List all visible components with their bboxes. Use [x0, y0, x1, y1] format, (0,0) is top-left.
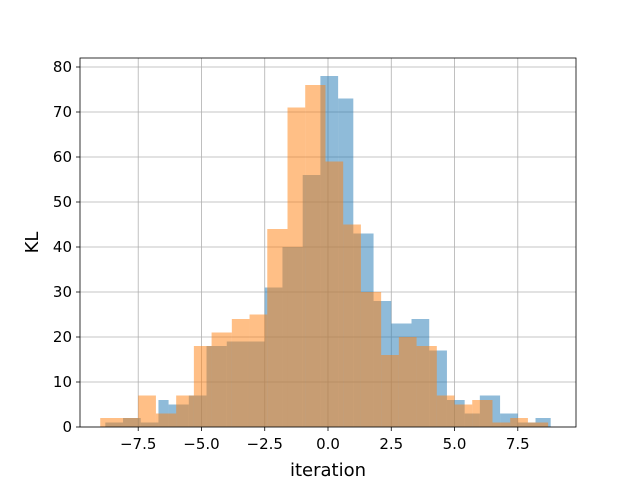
- histogram-bar: [138, 395, 156, 427]
- histogram-bar: [155, 413, 177, 427]
- x-tick-label: 5.0: [443, 435, 467, 453]
- y-tick-label: 10: [53, 373, 72, 391]
- x-tick-label: −5.0: [183, 435, 219, 453]
- x-axis-title: iteration: [290, 460, 366, 480]
- y-tick-label: 50: [53, 193, 72, 211]
- y-tick-label: 70: [53, 103, 72, 121]
- y-tick-label: 80: [53, 58, 72, 76]
- histogram-bar: [398, 337, 417, 427]
- tick-marks: [76, 66, 519, 431]
- histogram-bar: [343, 224, 361, 427]
- histogram-bar: [267, 229, 288, 427]
- y-tick-label: 20: [53, 328, 72, 346]
- histogram-bar: [510, 418, 528, 427]
- histogram-bar: [472, 400, 493, 427]
- histogram-bar: [211, 332, 232, 427]
- x-tick-labels: −7.5 −5.0 −2.5 0.0 2.5 5.0 7.5: [120, 435, 530, 453]
- histogram-bar: [305, 85, 326, 427]
- y-tick-labels: 0 10 20 30 40 50 60 70 80: [53, 58, 72, 436]
- x-tick-label: −2.5: [247, 435, 283, 453]
- histogram-bar: [231, 319, 250, 427]
- histogram-bar: [325, 161, 344, 427]
- histogram-bar: [492, 422, 511, 427]
- histogram-bar: [120, 418, 139, 427]
- histogram-bar: [527, 422, 549, 427]
- histogram-bar: [193, 346, 212, 427]
- histogram-bar: [381, 355, 399, 427]
- histogram-bar: [249, 314, 268, 427]
- y-axis-title: KL: [22, 232, 43, 254]
- histogram-bar: [287, 107, 306, 427]
- y-tick-label: 0: [62, 418, 72, 436]
- x-tick-label: 7.5: [506, 435, 530, 453]
- histogram-bar: [436, 395, 455, 427]
- x-tick-label: 0.0: [316, 435, 340, 453]
- x-tick-label: 2.5: [379, 435, 403, 453]
- histogram-bar: [100, 418, 121, 427]
- y-tick-label: 60: [53, 148, 72, 166]
- histogram-bar: [360, 292, 382, 427]
- bars: [100, 76, 551, 427]
- y-tick-label: 40: [53, 238, 72, 256]
- x-tick-label: −7.5: [120, 435, 156, 453]
- histogram-bar: [454, 404, 473, 427]
- histogram-bar: [176, 395, 194, 427]
- y-tick-label: 30: [53, 283, 72, 301]
- histogram-bar: [416, 346, 437, 427]
